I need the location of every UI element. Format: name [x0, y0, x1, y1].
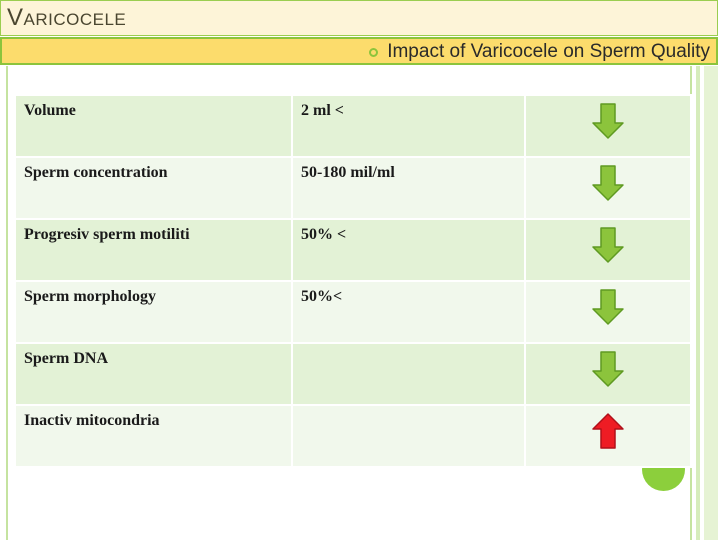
down-arrow-icon — [592, 103, 624, 139]
trend-cell — [524, 280, 692, 344]
reference-value-cell — [291, 342, 526, 406]
down-arrow-icon — [592, 351, 624, 387]
reference-value-cell: 50%< — [291, 280, 526, 344]
table-row: Sperm concentration 50-180 mil/ml — [14, 156, 692, 220]
down-arrow-icon — [592, 165, 624, 201]
trend-cell — [524, 218, 692, 282]
reference-value-cell: 50% < — [291, 218, 526, 282]
parameter-cell: Volume — [14, 94, 293, 158]
table-row: Sperm morphology 50%< — [14, 280, 692, 344]
table-row: Inactiv mitocondria — [14, 404, 692, 468]
trend-cell — [524, 156, 692, 220]
reference-value-cell — [291, 404, 526, 468]
slide-subtitle: Impact of Varicocele on Sperm Quality — [387, 41, 710, 62]
parameter-cell: Sperm morphology — [14, 280, 293, 344]
subtitle-bar: Impact of Varicocele on Sperm Quality — [0, 37, 718, 65]
parameter-cell: Inactiv mitocondria — [14, 404, 293, 468]
parameter-cell: Sperm concentration — [14, 156, 293, 220]
circle-bullet-icon — [369, 47, 379, 57]
title-bar: Varicocele — [0, 0, 718, 36]
parameter-cell: Progresiv sperm motiliti — [14, 218, 293, 282]
trend-cell — [524, 342, 692, 406]
trend-cell — [524, 404, 692, 468]
down-arrow-icon — [592, 227, 624, 263]
reference-value-cell: 50-180 mil/ml — [291, 156, 526, 220]
table-row: Sperm DNA — [14, 342, 692, 406]
trend-cell — [524, 94, 692, 158]
right-decorative-lines — [690, 66, 720, 540]
subtitle-row: Impact of Varicocele on Sperm Quality — [369, 41, 710, 63]
reference-value-cell: 2 ml < — [291, 94, 526, 158]
sperm-quality-table: Volume 2 ml < Sperm concentration 50-180 mi… — [14, 94, 692, 468]
parameter-cell: Sperm DNA — [14, 342, 293, 406]
slide-title: Varicocele — [7, 4, 127, 31]
table-row: Progresiv sperm motiliti 50% < — [14, 218, 692, 282]
left-decorative-line — [6, 66, 8, 540]
up-arrow-icon — [592, 413, 624, 449]
table-row: Volume 2 ml < — [14, 94, 692, 158]
down-arrow-icon — [592, 289, 624, 325]
